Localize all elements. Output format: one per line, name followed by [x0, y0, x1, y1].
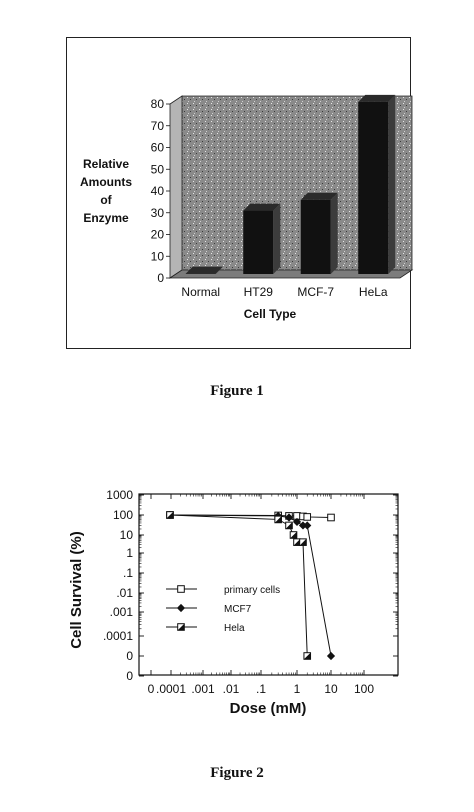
- x-tick-label: HeLa: [359, 285, 388, 299]
- data-point-fill: [166, 511, 174, 519]
- y-tick-label: 40: [151, 184, 165, 198]
- bar-side: [273, 203, 281, 274]
- bar: [243, 210, 274, 274]
- x-tick-label: .001: [191, 682, 215, 696]
- y-tick-label: .0001: [103, 629, 133, 643]
- y-tick-label: 50: [151, 162, 165, 176]
- y-tick-label: 1: [126, 546, 133, 560]
- figure-1-caption: Figure 1: [210, 383, 264, 399]
- y-tick-label: .1: [123, 566, 133, 580]
- x-tick-label: .1: [256, 682, 266, 696]
- legend-label: Hela: [224, 623, 245, 634]
- data-point: [327, 513, 335, 522]
- y-tick-label: .001: [110, 605, 134, 619]
- y-tick-label: 100: [113, 508, 133, 522]
- figure-2-caption: Figure 2: [210, 765, 264, 781]
- y-tick-label: 70: [151, 119, 165, 133]
- legend-label: MCF7: [224, 604, 252, 615]
- bar-top: [243, 203, 281, 211]
- legend-marker: [177, 585, 185, 593]
- y-axis-label: Cell Survival (%): [68, 531, 85, 649]
- y-axis-label-line: Enzyme: [83, 211, 129, 225]
- data-point-fill: [303, 652, 311, 660]
- data-point: [326, 651, 336, 661]
- bar-top: [300, 192, 338, 200]
- x-tick-label: Normal: [181, 285, 220, 299]
- bar-side: [215, 266, 223, 274]
- y-tick-label: 60: [151, 141, 165, 155]
- x-tick-label: 10: [324, 682, 338, 696]
- y-axis-label-line: Relative: [83, 157, 129, 171]
- y-axis-label-line: of: [100, 193, 112, 207]
- figure-2-chart: 00.0001.001.01.111010010000.0001.001.01.…: [68, 488, 399, 717]
- data-point: [303, 513, 312, 521]
- data-point-fill: [293, 538, 301, 546]
- data-point-fill: [274, 516, 282, 523]
- bar-top: [358, 94, 396, 102]
- y-tick-label: 1000: [106, 488, 133, 502]
- y-tick-label: 0: [126, 669, 133, 683]
- legend-marker-fill: [177, 623, 185, 631]
- data-point: [284, 513, 294, 522]
- x-tick-label: .01: [223, 682, 240, 696]
- bar-side: [330, 192, 338, 274]
- y-tick-label: 30: [151, 206, 165, 220]
- x-axis-label: Cell Type: [244, 307, 297, 321]
- y-tick-label: 0: [157, 271, 164, 285]
- data-point-fill: [285, 522, 293, 529]
- data-point-fill: [290, 531, 297, 539]
- data-point-fill: [299, 538, 307, 546]
- data-point: [303, 521, 312, 530]
- y-axis-label-line: Amounts: [80, 175, 132, 189]
- y-tick-label: 0: [126, 649, 133, 663]
- x-tick-label: MCF-7: [297, 285, 334, 299]
- x-tick-label: .0001: [156, 682, 186, 696]
- bar: [300, 199, 331, 274]
- series-2: [166, 511, 312, 660]
- bar-side: [388, 94, 396, 274]
- legend-marker: [176, 603, 186, 613]
- plot-frame: [138, 493, 399, 676]
- y-tick-label: 20: [151, 228, 165, 242]
- y-tick-label: 80: [151, 97, 165, 111]
- x-tick-label: 1: [294, 682, 301, 696]
- data-point: [298, 521, 308, 530]
- data-point: [292, 517, 302, 527]
- legend-label: primary cells: [224, 585, 280, 596]
- x-tick-label: 0: [148, 682, 155, 696]
- figure-1-chart: 0 10 20 30 40 50 60 70 80 Relative Amounts of Enzyme…: [80, 94, 414, 321]
- bar: [358, 101, 389, 274]
- y-tick-label: 10: [151, 249, 165, 263]
- bar-top: [185, 266, 223, 274]
- floor: [168, 269, 414, 279]
- x-axis-label: Dose (mM): [230, 700, 307, 717]
- y-tick-label: .01: [116, 586, 133, 600]
- y-tick-label: 10: [120, 528, 134, 542]
- x-tick-label: HT29: [244, 285, 274, 299]
- x-tick-label: 100: [354, 682, 374, 696]
